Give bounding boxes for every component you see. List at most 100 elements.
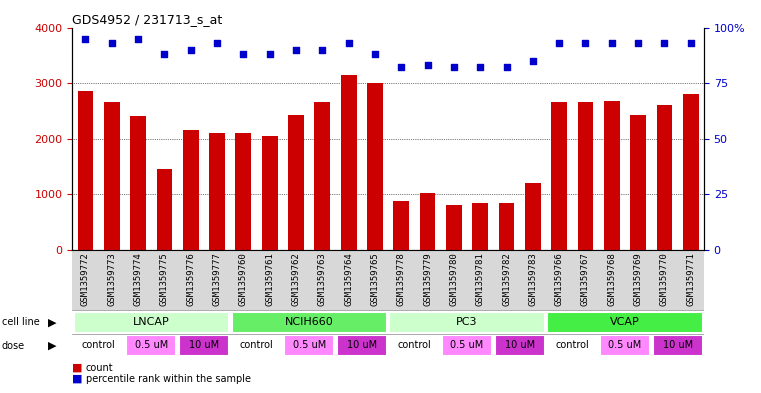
Text: GDS4952 / 231713_s_at: GDS4952 / 231713_s_at (72, 13, 222, 26)
Text: control: control (81, 340, 116, 351)
Point (317, 47, 329, 53)
Text: ■: ■ (72, 363, 83, 373)
Text: GSM1359763: GSM1359763 (318, 253, 326, 307)
Bar (130, 116, 146, 250)
Point (237, 51, 250, 57)
Text: GSM1359768: GSM1359768 (607, 253, 616, 307)
Bar (78, 91, 94, 250)
Text: control: control (240, 340, 273, 351)
Text: GSM1359766: GSM1359766 (555, 253, 564, 307)
Text: percentile rank within the sample: percentile rank within the sample (86, 374, 251, 384)
Text: NCIH660: NCIH660 (285, 317, 333, 327)
Text: control: control (397, 340, 431, 351)
Point (658, 40, 670, 46)
Point (579, 40, 591, 46)
FancyBboxPatch shape (74, 335, 123, 356)
Text: GSM1359764: GSM1359764 (344, 253, 353, 307)
Bar (551, 103, 567, 250)
FancyBboxPatch shape (653, 335, 702, 356)
Text: GSM1359777: GSM1359777 (212, 253, 221, 307)
Text: GSM1359760: GSM1359760 (239, 253, 248, 307)
Point (79, 35, 91, 42)
Point (369, 51, 381, 57)
Text: ▶: ▶ (47, 317, 56, 327)
Text: VCAP: VCAP (610, 317, 640, 327)
Point (290, 47, 302, 53)
Bar (288, 115, 304, 250)
FancyBboxPatch shape (442, 335, 492, 356)
Text: GSM1359782: GSM1359782 (502, 253, 511, 307)
Text: 0.5 uM: 0.5 uM (135, 340, 168, 351)
Text: 10 uM: 10 uM (189, 340, 219, 351)
Point (685, 40, 697, 46)
Text: count: count (86, 363, 113, 373)
Text: cell line: cell line (2, 317, 40, 327)
Text: control: control (556, 340, 589, 351)
Bar (103, 103, 119, 250)
Bar (683, 94, 699, 250)
Text: dose: dose (2, 341, 24, 351)
Bar (183, 130, 199, 250)
Text: PC3: PC3 (457, 317, 478, 327)
Point (553, 40, 565, 46)
FancyBboxPatch shape (284, 335, 334, 356)
Point (632, 40, 645, 46)
Text: 0.5 uM: 0.5 uM (292, 340, 326, 351)
FancyBboxPatch shape (547, 312, 702, 333)
Text: GSM1359779: GSM1359779 (423, 253, 432, 307)
FancyBboxPatch shape (337, 335, 387, 356)
Text: LNCAP: LNCAP (133, 317, 170, 327)
FancyBboxPatch shape (231, 312, 387, 333)
Text: GSM1359762: GSM1359762 (291, 253, 301, 307)
Text: GSM1359775: GSM1359775 (160, 253, 169, 307)
Point (527, 58, 539, 64)
Point (395, 64, 407, 71)
Bar (314, 103, 330, 250)
Point (106, 40, 118, 46)
Bar (235, 133, 251, 250)
Bar (367, 83, 383, 250)
Text: GSM1359765: GSM1359765 (371, 253, 380, 307)
Point (606, 40, 618, 46)
Bar (341, 75, 356, 250)
Text: GSM1359783: GSM1359783 (528, 253, 537, 307)
FancyBboxPatch shape (179, 335, 229, 356)
Point (422, 62, 434, 68)
Point (158, 51, 170, 57)
Text: GSM1359774: GSM1359774 (134, 253, 142, 307)
Text: GSM1359771: GSM1359771 (686, 253, 696, 307)
Bar (473, 204, 488, 250)
Text: GSM1359772: GSM1359772 (81, 253, 90, 307)
Bar (498, 204, 514, 250)
FancyBboxPatch shape (390, 312, 545, 333)
Point (185, 47, 197, 53)
Bar (630, 115, 646, 250)
Bar (209, 133, 225, 250)
Point (474, 64, 486, 71)
Point (342, 40, 355, 46)
Text: GSM1359769: GSM1359769 (634, 253, 642, 307)
Bar (393, 201, 409, 250)
Text: GSM1359767: GSM1359767 (581, 253, 590, 307)
Point (447, 64, 460, 71)
FancyBboxPatch shape (231, 335, 282, 356)
FancyBboxPatch shape (390, 335, 439, 356)
Text: 10 uM: 10 uM (347, 340, 377, 351)
Text: GSM1359761: GSM1359761 (265, 253, 274, 307)
Bar (446, 205, 462, 250)
FancyBboxPatch shape (126, 335, 177, 356)
Point (132, 35, 144, 42)
Bar (420, 193, 435, 250)
FancyBboxPatch shape (74, 312, 229, 333)
Text: GSM1359776: GSM1359776 (186, 253, 196, 307)
FancyBboxPatch shape (495, 335, 545, 356)
Text: 10 uM: 10 uM (505, 340, 535, 351)
Bar (657, 105, 673, 250)
FancyBboxPatch shape (547, 335, 597, 356)
Point (211, 40, 223, 46)
Bar (525, 183, 541, 250)
Point (263, 51, 275, 57)
Bar (262, 136, 278, 250)
Bar (157, 169, 172, 250)
Text: ▶: ▶ (47, 341, 56, 351)
